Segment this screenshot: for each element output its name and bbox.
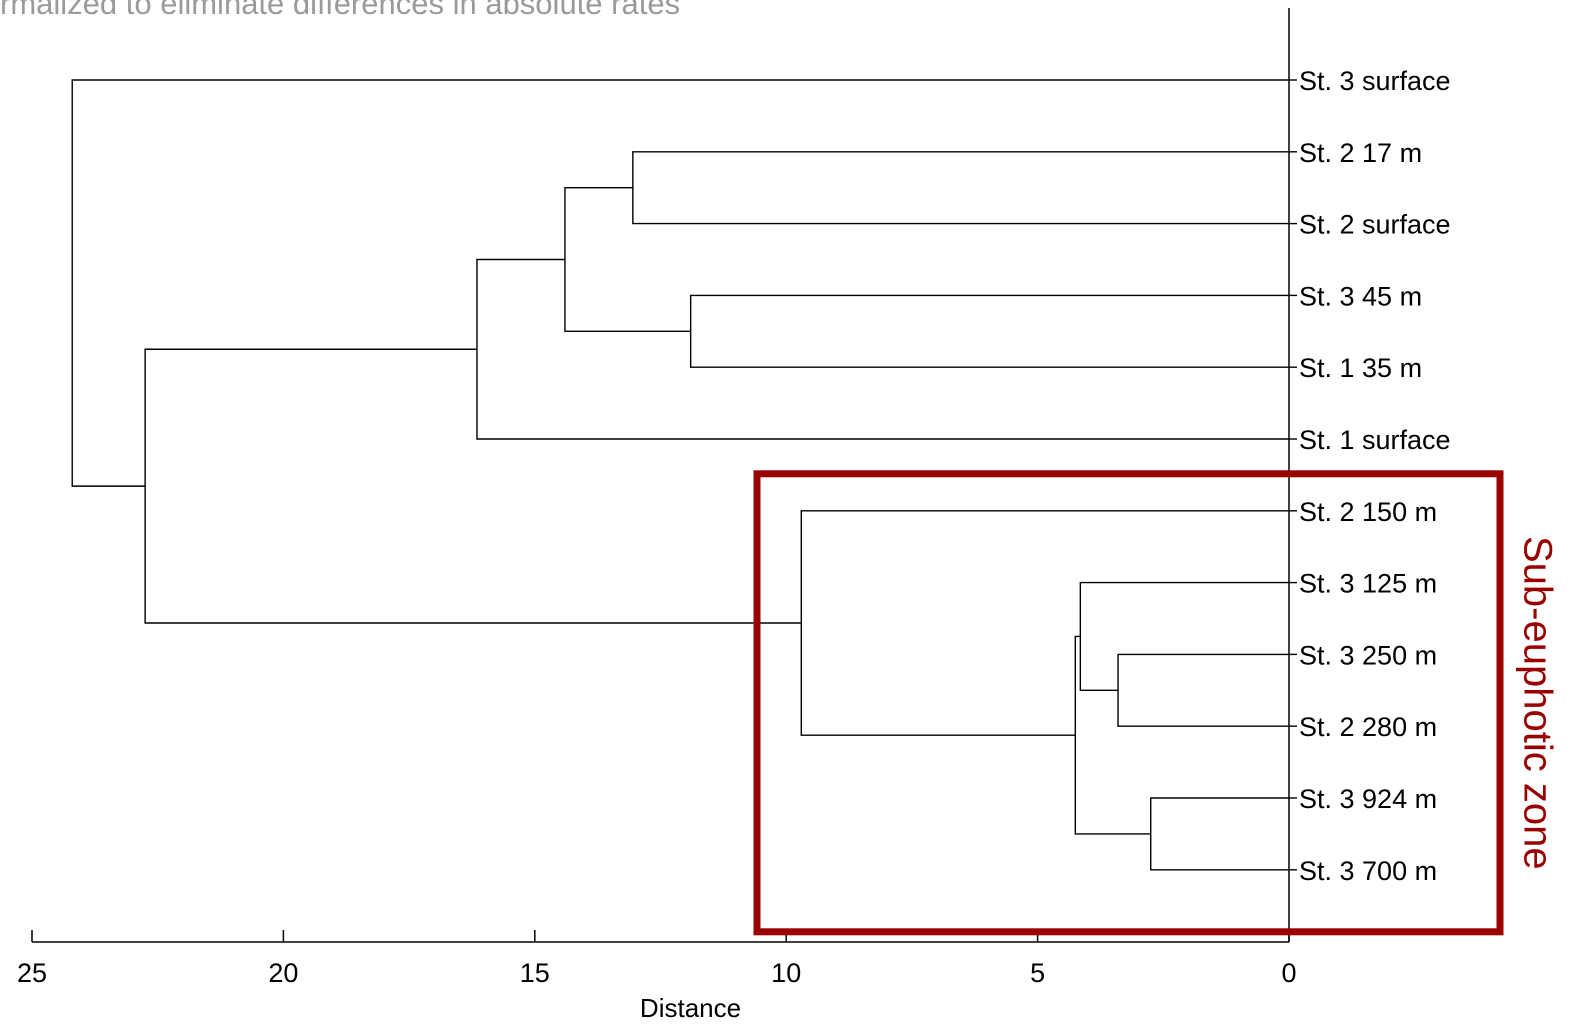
dendrogram-link-m4 <box>1074 635 1151 835</box>
dendrogram-link-m1 <box>1150 797 1289 871</box>
dendrogram-links <box>71 79 1289 871</box>
x-axis-ticks: 25 20 15 10 5 0 <box>17 930 1297 988</box>
leaf-labels: St. 3 surface St. 2 17 m St. 2 surface St. … <box>1289 66 1451 886</box>
dendrogram-link-m8 <box>564 186 691 332</box>
leaf-label: St. 2 surface <box>1299 210 1451 240</box>
leaf-label: St. 2 17 m <box>1299 138 1422 168</box>
x-axis: 25 20 15 10 5 0 Distance <box>17 8 1297 1023</box>
dendrogram-link-m5 <box>800 510 1289 736</box>
leaf-label: St. 3 250 m <box>1299 640 1437 670</box>
x-axis-label: Distance <box>640 993 741 1023</box>
dendrogram-link-m9 <box>476 258 1289 440</box>
chart-subtitle: rmalized to eliminate differences in abs… <box>0 0 681 21</box>
dendrogram-link-m10 <box>144 348 802 624</box>
leaf-label: St. 3 125 m <box>1299 569 1437 599</box>
x-tick-label: 10 <box>771 958 801 988</box>
leaf-label: St. 1 surface <box>1299 425 1451 455</box>
highlight-box <box>753 470 1504 936</box>
x-tick-label: 5 <box>1030 958 1045 988</box>
highlight-label: Sub-euphotic zone <box>1515 536 1559 870</box>
dendrogram-link-m11 <box>71 79 1289 487</box>
leaf-label: St. 3 surface <box>1299 66 1451 96</box>
leaf-label: St. 2 150 m <box>1299 497 1437 527</box>
dendrogram-link-m2 <box>1117 653 1289 727</box>
dendrogram-link-m3 <box>1079 581 1289 691</box>
x-tick-label: 20 <box>268 958 298 988</box>
leaf-label: St. 1 35 m <box>1299 353 1422 383</box>
leaf-label: St. 3 924 m <box>1299 784 1437 814</box>
x-tick-label: 0 <box>1281 958 1296 988</box>
x-tick-label: 25 <box>17 958 47 988</box>
dendrogram-link-m7 <box>632 151 1289 225</box>
leaf-label: St. 3 700 m <box>1299 856 1437 886</box>
dendrogram-link-m6 <box>689 294 1289 368</box>
leaf-label: St. 2 280 m <box>1299 712 1437 742</box>
x-tick-label: 15 <box>520 958 550 988</box>
highlight-group: Sub-euphotic zone <box>753 470 1559 936</box>
leaf-label: St. 3 45 m <box>1299 281 1422 311</box>
